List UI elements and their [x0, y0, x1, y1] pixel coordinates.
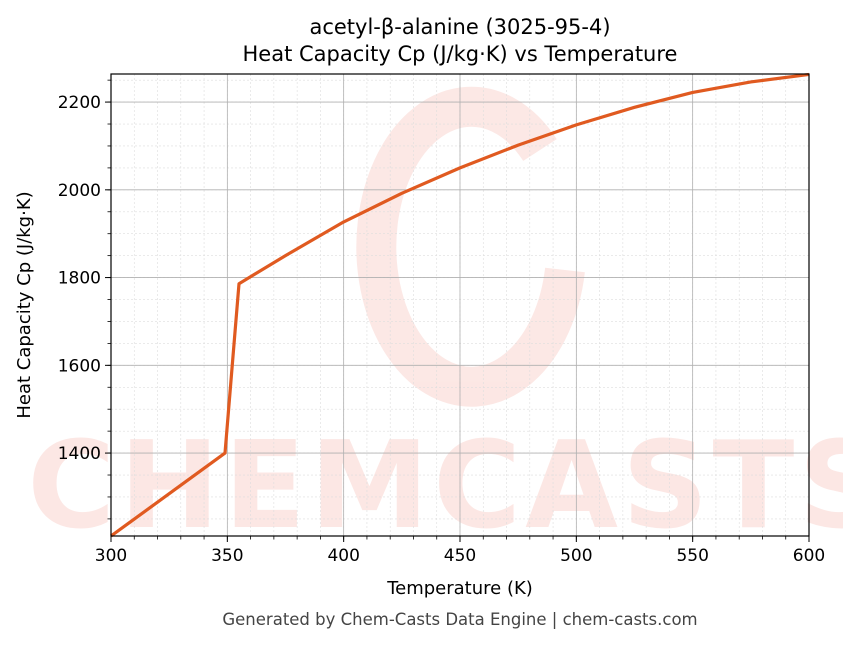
series-line-cp [110, 72, 810, 538]
chart-title-line1: acetyl-β-alanine (3025-95-4) [309, 15, 610, 39]
x-tick-label: 350 [211, 546, 243, 566]
ticks: 300 350 400 450 500 550 600 1400 1600 1800 2000 220… [58, 79, 825, 566]
x-tick-label: 300 [95, 546, 127, 566]
y-tick-label: 1400 [58, 444, 101, 464]
y-tick-label: 2200 [58, 93, 101, 113]
x-tick-label: 400 [327, 546, 359, 566]
grid [110, 74, 810, 536]
watermark-c-logo [356, 86, 585, 407]
y-tick-label: 2000 [58, 181, 101, 201]
watermark: CHEMCASTS [27, 86, 843, 556]
x-tick-label: 550 [676, 546, 708, 566]
x-tick-label: 450 [444, 546, 476, 566]
watermark-text: CHEMCASTS [27, 417, 843, 556]
y-axis-label: Heat Capacity Cp (J/kg·K) [14, 191, 35, 418]
x-axis-label: Temperature (K) [386, 578, 533, 599]
footer-credit: Generated by Chem-Casts Data Engine | ch… [222, 610, 697, 629]
chart-title-line2: Heat Capacity Cp (J/kg·K) vs Temperature [243, 42, 678, 66]
y-tick-label: 1600 [58, 356, 101, 376]
x-tick-label: 600 [793, 546, 825, 566]
series-layer [110, 72, 810, 538]
x-tick-label: 500 [560, 546, 592, 566]
y-tick-label: 1800 [58, 269, 101, 289]
